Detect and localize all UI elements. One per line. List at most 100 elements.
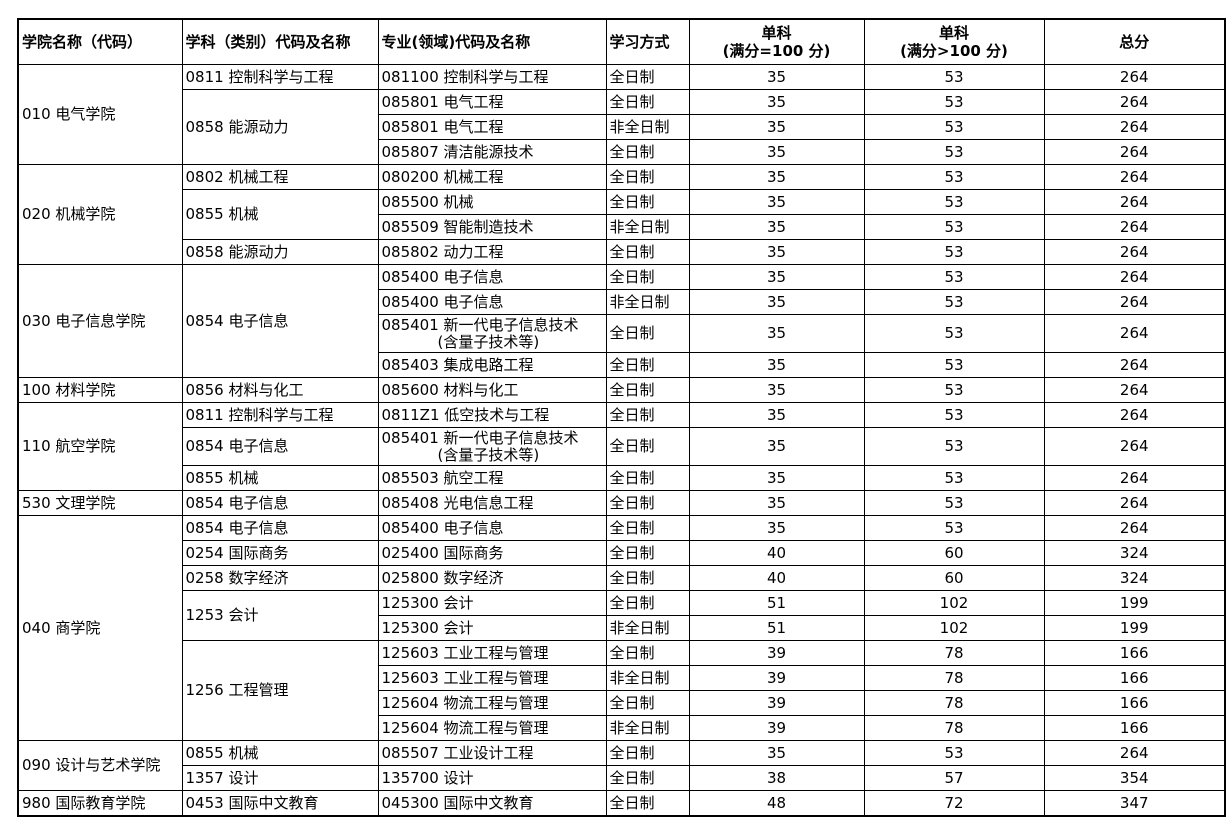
- major-cell: 081100 控制科学与工程: [377, 64, 607, 90]
- table-row: 100 材料学院 0856 材料与化工 085600 材料与化工 全日制 35 53 264: [17, 377, 1226, 403]
- single-gt100-cell: 53: [863, 239, 1045, 265]
- single-gt100-cell: 78: [863, 690, 1045, 716]
- mode-cell: 全日制: [605, 565, 690, 591]
- major-cell: 085400 电子信息: [377, 264, 607, 290]
- single-100-cell: 48: [688, 790, 865, 817]
- mode-cell: 全日制: [605, 515, 690, 541]
- single-gt100-cell: 60: [863, 540, 1045, 566]
- single-gt100-cell: 78: [863, 640, 1045, 666]
- single-gt100-cell: 53: [863, 89, 1045, 115]
- discipline-cell: 0855 机械: [181, 189, 379, 240]
- discipline-cell: 0856 材料与化工: [181, 377, 379, 403]
- single-100-cell: 35: [688, 289, 865, 315]
- single-100-cell: 35: [688, 164, 865, 190]
- table-row: 0855 机械 085503 航空工程 全日制 35 53 264: [18, 465, 1226, 491]
- mode-cell: 全日制: [605, 239, 690, 265]
- single-100-cell: 35: [688, 314, 865, 353]
- header-single-100-line1: 单科: [761, 24, 792, 42]
- table-row: 110 航空学院 0811 控制科学与工程 0811Z1 低空技术与工程 全日制 35 5…: [17, 402, 1226, 491]
- total-cell: 264: [1043, 214, 1226, 240]
- major-cell: 025400 国际商务: [377, 540, 607, 566]
- mode-cell: 非全日制: [605, 114, 690, 140]
- single-100-cell: 35: [688, 64, 865, 90]
- single-100-cell: 35: [688, 352, 865, 378]
- total-cell: 324: [1043, 565, 1226, 591]
- college-cell: 100 材料学院: [17, 377, 183, 403]
- single-100-cell: 35: [688, 189, 865, 215]
- table-row: 1253 会计 125300 会计 全日制 51 102 199: [18, 590, 1226, 641]
- discipline-cell: 0855 机械: [181, 465, 379, 491]
- single-100-cell: 51: [688, 615, 865, 641]
- single-100-cell: 39: [688, 640, 865, 666]
- single-gt100-cell: 72: [863, 790, 1045, 817]
- header-single-100-line2: (满分=100 分): [722, 42, 831, 60]
- major-cell: 085500 机械: [377, 189, 607, 215]
- discipline-cell: 1357 设计: [181, 765, 379, 791]
- single-100-cell: 35: [688, 465, 865, 491]
- major-cell: 025800 数字经济: [377, 565, 607, 591]
- single-gt100-cell: 53: [863, 64, 1045, 90]
- table-row: 085807 清洁能源技术 全日制 35 53 264: [18, 139, 1226, 165]
- table-row: 0858 能源动力 085802 动力工程 全日制 35 53 264: [18, 239, 1226, 265]
- single-gt100-cell: 53: [863, 515, 1045, 541]
- total-cell: 264: [1043, 402, 1226, 428]
- single-100-cell: 35: [688, 402, 865, 428]
- college-cell: 090 设计与艺术学院: [17, 740, 183, 791]
- total-cell: 199: [1043, 615, 1226, 641]
- mode-cell: 全日制: [605, 590, 690, 616]
- college-cell: 020 机械学院: [17, 164, 183, 265]
- mode-cell: 全日制: [605, 465, 690, 491]
- mode-cell: 全日制: [605, 64, 690, 90]
- mode-cell: 非全日制: [605, 289, 690, 315]
- total-cell: 264: [1043, 64, 1226, 90]
- single-gt100-cell: 53: [863, 377, 1045, 403]
- single-100-cell: 35: [688, 427, 865, 466]
- table-row: 0854 电子信息 085401 新一代电子信息技术 (含量子技术等) 全日制 35 53…: [18, 427, 1226, 466]
- major-cell: 085408 光电信息工程: [377, 490, 607, 516]
- header-single-gt100: 单科 (满分>100 分): [863, 18, 1045, 65]
- table-row: 530 文理学院 0854 电子信息 085408 光电信息工程 全日制 35 53 264: [17, 490, 1226, 516]
- discipline-cell: 0254 国际商务: [181, 540, 379, 566]
- discipline-cell: 1253 会计: [181, 590, 379, 641]
- mode-cell: 全日制: [605, 402, 690, 428]
- table-row: 020 机械学院 0802 机械工程 080200 机械工程 全日制 35 53 264: [17, 164, 1226, 265]
- major-cell: 085401 新一代电子信息技术 (含量子技术等): [377, 427, 607, 466]
- single-100-cell: 40: [688, 540, 865, 566]
- table-row: 0855 机械 085500 机械 全日制 35 53 264: [18, 189, 1226, 240]
- single-100-cell: 35: [688, 114, 865, 140]
- discipline-cell: 0258 数字经济: [181, 565, 379, 591]
- mode-cell: 全日制: [605, 139, 690, 165]
- college-cell: 980 国际教育学院: [17, 790, 183, 817]
- table-row: 085801 电气工程 非全日制 35 53 264: [18, 114, 1226, 140]
- single-100-cell: 35: [688, 214, 865, 240]
- single-gt100-cell: 102: [863, 615, 1045, 641]
- table-row: 125604 物流工程与管理 非全日制 39 78 166: [18, 715, 1226, 741]
- total-cell: 264: [1043, 352, 1226, 378]
- single-gt100-cell: 78: [863, 665, 1045, 691]
- total-cell: 199: [1043, 590, 1226, 616]
- major-cell: 085403 集成电路工程: [377, 352, 607, 378]
- major-cell: 085401 新一代电子信息技术 (含量子技术等): [377, 314, 607, 353]
- single-100-cell: 35: [688, 89, 865, 115]
- header-single-gt100-line2: (满分>100 分): [900, 42, 1008, 60]
- college-cell: 030 电子信息学院: [17, 264, 183, 378]
- major-cell: 085600 材料与化工: [377, 377, 607, 403]
- discipline-cell: 0802 机械工程: [181, 164, 379, 190]
- single-100-cell: 39: [688, 690, 865, 716]
- total-cell: 354: [1043, 765, 1226, 791]
- single-gt100-cell: 53: [863, 402, 1045, 428]
- table-row: 1256 工程管理 125603 工业工程与管理 全日制 39 78 166: [18, 640, 1226, 741]
- single-gt100-cell: 60: [863, 565, 1045, 591]
- total-cell: 324: [1043, 540, 1226, 566]
- total-cell: 264: [1043, 89, 1226, 115]
- table-row: 125604 物流工程与管理 全日制 39 78 166: [18, 690, 1226, 716]
- discipline-cell: 0854 电子信息: [181, 515, 379, 541]
- single-gt100-cell: 53: [863, 139, 1045, 165]
- table-row: 030 电子信息学院 0854 电子信息 085400 电子信息 全日制 35 53 264: [17, 264, 1226, 378]
- header-mode: 学习方式: [605, 18, 690, 65]
- major-cell: 085507 工业设计工程: [377, 740, 607, 766]
- major-cell: 125604 物流工程与管理: [377, 690, 607, 716]
- single-gt100-cell: 57: [863, 765, 1045, 791]
- major-cell: 085503 航空工程: [377, 465, 607, 491]
- single-100-cell: 51: [688, 590, 865, 616]
